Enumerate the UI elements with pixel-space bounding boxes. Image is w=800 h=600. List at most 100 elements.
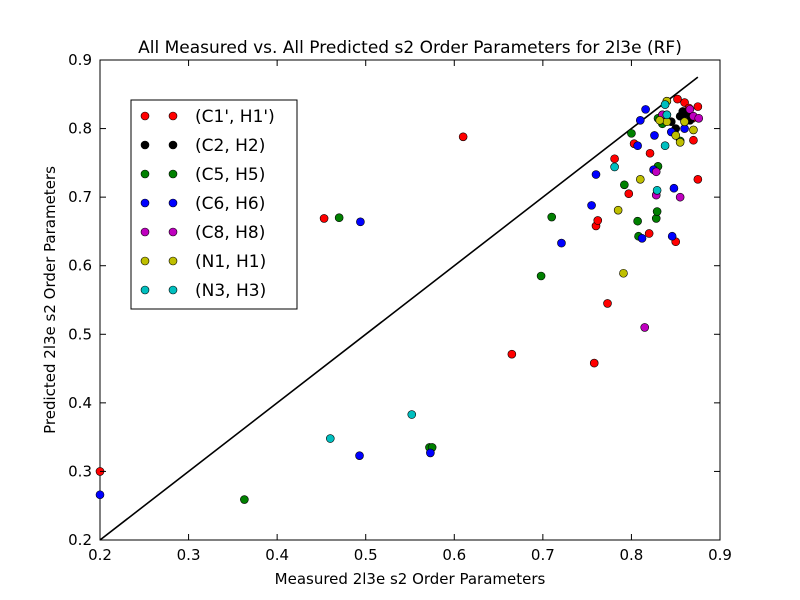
y-tick-label: 0.7 — [68, 188, 92, 206]
data-point-series-4 — [675, 192, 685, 202]
data-point-series-0 — [589, 358, 599, 368]
x-tick-label: 0.8 — [619, 546, 643, 564]
legend-marker — [140, 111, 150, 121]
data-point-series-6 — [652, 185, 662, 195]
legend-label: (C5, H5) — [195, 165, 265, 185]
data-point-series-3 — [635, 116, 645, 125]
data-point-series-5 — [635, 175, 645, 184]
data-point-series-0 — [693, 102, 703, 111]
data-point-series-6 — [660, 100, 670, 109]
y-tick-label: 0.2 — [68, 531, 92, 549]
legend-marker — [168, 285, 178, 295]
y-axis-title: Predicted 2l3e s2 Order Parameters — [41, 166, 59, 434]
x-tick-label: 0.5 — [354, 546, 378, 564]
data-point-series-2 — [620, 180, 629, 190]
data-point-series-3 — [667, 231, 677, 241]
y-tick-label: 0.6 — [68, 257, 92, 275]
data-point-series-2 — [627, 129, 636, 138]
legend-marker — [140, 227, 150, 237]
tick-labels: 0.2 0.3 0.4 0.5 0.6 0.7 0.8 0.9 0.2 0.3 0.4 0.5 0.6 0… — [68, 51, 732, 564]
data-point-series-0 — [593, 216, 603, 225]
data-point-series-3 — [95, 490, 105, 500]
data-point-series-2 — [334, 213, 344, 223]
data-point-series-4 — [685, 105, 695, 114]
data-point-series-3 — [557, 238, 566, 248]
reference-line-layer — [99, 76, 699, 541]
legend-marker — [168, 256, 178, 266]
x-axis-title: Measured 2l3e s2 Order Parameters — [275, 570, 546, 588]
data-point-series-0 — [603, 299, 612, 308]
data-point-series-5 — [613, 205, 623, 215]
x-tick-label: 0.4 — [265, 546, 289, 564]
data-point-series-6 — [610, 162, 619, 172]
data-point-series-2 — [547, 212, 557, 222]
data-point-series-0 — [693, 175, 703, 184]
data-point-series-6 — [660, 141, 670, 151]
legend-label: (C2, H2) — [195, 136, 265, 156]
x-tick-label: 0.3 — [177, 546, 201, 564]
data-point-series-0 — [644, 229, 654, 238]
legend-marker — [140, 169, 150, 179]
data-point-series-3 — [426, 448, 435, 458]
x-tick-label: 0.6 — [442, 546, 466, 564]
data-point-series-0 — [458, 132, 468, 142]
x-tick-label: 0.9 — [708, 546, 732, 564]
data-point-series-6 — [325, 434, 335, 443]
data-point-series-3 — [356, 217, 365, 227]
data-point-series-6 — [662, 110, 672, 120]
data-point-series-5 — [619, 268, 628, 278]
legend-marker — [140, 140, 150, 150]
legend-marker — [140, 285, 150, 295]
y-tick-label: 0.9 — [68, 51, 92, 69]
legend-marker — [168, 111, 178, 121]
data-point-series-3 — [669, 183, 679, 193]
y-tick-label: 0.3 — [68, 462, 92, 480]
legend-marker — [140, 256, 150, 266]
y-tick-label: 0.5 — [68, 325, 92, 343]
data-point-series-0 — [610, 154, 619, 164]
legend-label: (C8, H8) — [195, 223, 265, 243]
data-point-series-2 — [652, 207, 662, 216]
data-point-series-5 — [689, 125, 698, 135]
legend-marker — [168, 198, 178, 208]
data-point-series-3 — [633, 141, 642, 151]
data-point-series-2 — [633, 216, 642, 226]
points-layer — [95, 94, 704, 504]
data-point-series-5 — [680, 117, 689, 127]
chart-title: All Measured vs. All Predicted s2 Order … — [138, 38, 682, 58]
legend-label: (N1, H1) — [195, 252, 266, 272]
data-point-series-0 — [507, 349, 517, 359]
data-point-series-5 — [655, 116, 665, 125]
data-point-series-3 — [355, 451, 364, 460]
data-point-series-5 — [675, 137, 685, 147]
legend-marker — [140, 198, 150, 208]
legend-marker — [168, 227, 178, 237]
data-point-series-2 — [536, 271, 546, 281]
y-tick-label: 0.8 — [68, 120, 92, 138]
legend-marker — [168, 169, 178, 179]
legend: (C1', H1') (C2, H2) (C5, H5) (C6, H6) (C8, H… — [130, 99, 298, 310]
reference-line — [99, 76, 699, 541]
legend-box — [130, 99, 298, 310]
data-point-series-0 — [673, 94, 682, 104]
data-point-series-4 — [694, 113, 704, 123]
x-tick-label: 0.7 — [531, 546, 555, 564]
data-point-series-3 — [650, 131, 659, 140]
data-point-series-3 — [587, 201, 596, 210]
ticks-layer — [99, 59, 721, 541]
data-point-series-6 — [407, 410, 417, 419]
x-tick-label: 0.2 — [88, 546, 112, 564]
data-point-series-4 — [640, 323, 650, 332]
data-point-series-0 — [645, 148, 655, 158]
legend-marker — [168, 140, 178, 150]
data-point-series-0 — [624, 189, 634, 199]
data-point-series-2 — [240, 495, 249, 504]
data-point-series-3 — [591, 170, 601, 179]
data-point-series-0 — [319, 214, 329, 223]
data-point-series-3 — [637, 233, 647, 243]
legend-label: (C6, H6) — [195, 194, 265, 214]
legend-label: (N3, H3) — [195, 281, 266, 301]
data-point-series-4 — [651, 167, 661, 177]
data-point-series-5 — [671, 131, 681, 140]
legend-label: (C1', H1') — [195, 107, 275, 127]
